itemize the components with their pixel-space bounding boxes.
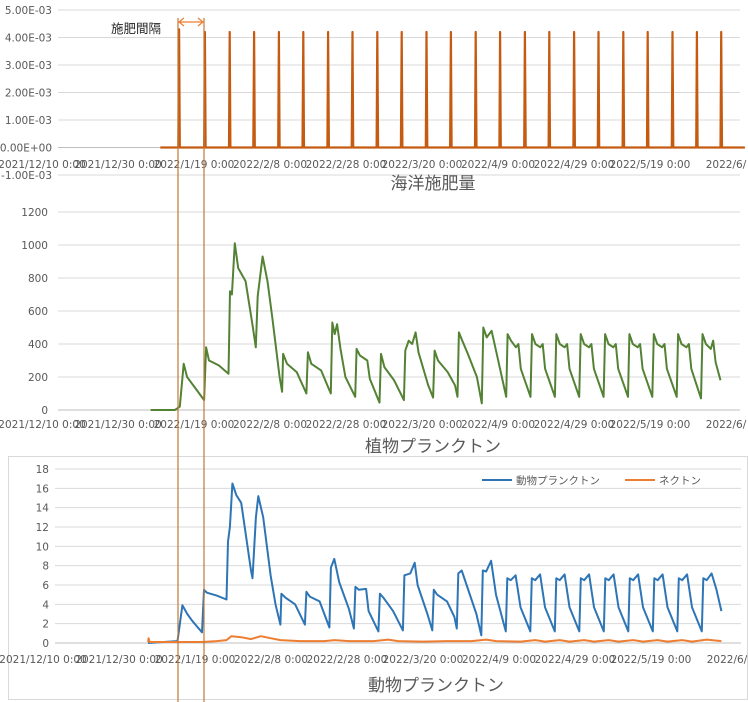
- x-tick-label: 2022/5/19 0:00: [610, 419, 691, 431]
- y-tick-label: 14: [36, 503, 50, 515]
- zooplankton-chart-title: 動物プランクトン: [368, 676, 504, 696]
- x-tick-label: 2022/2/8 0:00: [233, 159, 307, 171]
- y-tick-label: 1200: [21, 207, 48, 219]
- y-tick-label: 12: [36, 522, 49, 534]
- series-line-2-1: [147, 635, 722, 643]
- y-tick-label: 8: [42, 561, 49, 573]
- y-tick-label: 1000: [21, 240, 48, 252]
- legend-label-nekton: ネクトン: [659, 475, 701, 487]
- x-tick-label: 2022/4/29 0:00: [534, 419, 615, 431]
- fertilizer-chart-svg: 5.00E-03 4.00E-03 3.00E-03 2.00E-03 1.00E-03…: [0, 5, 747, 194]
- y-tick-label: 4.00E-03: [5, 33, 52, 45]
- x-tick-label: 2022/1/19 0:00: [154, 159, 235, 171]
- x-tick-label: 2022/4/9 0:00: [461, 159, 535, 171]
- x-tick-label: 2022/4/29 0:00: [534, 159, 615, 171]
- x-tick-label: 2022/6/: [706, 159, 747, 171]
- y-tick-label: 600: [28, 306, 48, 318]
- y-tick-label: 5.00E-03: [5, 5, 52, 17]
- x-tick-label: 2021/12/10 0:00: [0, 654, 87, 666]
- x-tick-label: 2022/1/19 0:00: [154, 419, 235, 431]
- series-line-0-0: [160, 28, 745, 149]
- x-tick-label: 2022/5/19 0:00: [611, 654, 692, 666]
- phytoplankton-chart-title: 植物プランクトン: [365, 437, 501, 457]
- x-tick-label: 2022/3/20 0:00: [383, 654, 464, 666]
- y-tick-label: 2: [42, 619, 49, 631]
- x-tick-label: 2021/12/30 0:00: [75, 654, 162, 666]
- x-tick-label: 2022/4/29 0:00: [535, 654, 616, 666]
- zooplankton-legend: 動物プランクトン ネクトン: [482, 474, 701, 487]
- x-tick-label: 2022/1/19 0:00: [155, 654, 236, 666]
- x-tick-label: 2022/4/9 0:00: [462, 654, 536, 666]
- series-line-2-0: [148, 482, 723, 644]
- y-tick-label: 16: [36, 483, 50, 495]
- phytoplankton-chart-panel: 0 200 400 600 800 1000 1200 2021/12/10 0:00 202…: [0, 196, 748, 457]
- x-tick-label: 2022/3/20 0:00: [382, 159, 463, 171]
- y-tick-label: 800: [28, 273, 48, 285]
- y-tick-label: 200: [28, 372, 48, 384]
- x-tick-label: 2022/3/20 0:00: [382, 419, 463, 431]
- x-tick-label: 2021/12/30 0:00: [74, 419, 161, 431]
- x-tick-label: 2022/2/28 0:00: [306, 159, 387, 171]
- y-tick-label: 10: [36, 541, 49, 553]
- y-tick-label: 400: [28, 339, 48, 351]
- y-tick-label: 18: [36, 464, 49, 476]
- y-tick-label: 4: [42, 599, 49, 611]
- legend-label-zooplankton: 動物プランクトン: [516, 474, 600, 487]
- series-line-1-0: [150, 242, 722, 411]
- x-tick-label: 2022/2/8 0:00: [233, 419, 307, 431]
- x-tick-label: 2022/6/: [707, 654, 748, 666]
- x-tick-label: 2022/4/9 0:00: [461, 419, 535, 431]
- x-tick-label: 2021/12/10 0:00: [0, 159, 86, 171]
- x-tick-label: 2021/12/10 0:00: [0, 419, 86, 431]
- fertilizer-chart-panel: 5.00E-03 4.00E-03 3.00E-03 2.00E-03 1.00E-03…: [0, 0, 748, 194]
- x-tick-label: 2022/5/19 0:00: [610, 159, 691, 171]
- y-tick-label: 6: [42, 580, 49, 592]
- zooplankton-chart-panel: 0 2 4 6 8 10 12 14 16 18 2021/12/10 0:00 2021/12/3…: [0, 456, 748, 700]
- y-tick-label: 1.00E-03: [5, 115, 52, 127]
- x-tick-label: 2022/6/: [706, 419, 747, 431]
- zooplankton-chart-svg: 0 2 4 6 8 10 12 14 16 18 2021/12/10 0:002021/12/3…: [0, 464, 748, 696]
- y-tick-label: 0: [42, 638, 49, 650]
- y-tick-label: 0: [41, 405, 48, 417]
- x-tick-label: 2022/2/28 0:00: [307, 654, 388, 666]
- y-tick-label: 0.00E+00: [0, 143, 52, 155]
- y-tick-label: 3.00E-03: [5, 60, 52, 72]
- x-tick-label: 2021/12/30 0:00: [74, 159, 161, 171]
- fertilizer-chart-title: 海洋施肥量: [391, 174, 476, 194]
- y-tick-label: 2.00E-03: [5, 88, 52, 100]
- y-tick-label: -1.00E-03: [1, 170, 52, 182]
- x-tick-label: 2022/2/28 0:00: [306, 419, 387, 431]
- x-tick-label: 2022/2/8 0:00: [234, 654, 308, 666]
